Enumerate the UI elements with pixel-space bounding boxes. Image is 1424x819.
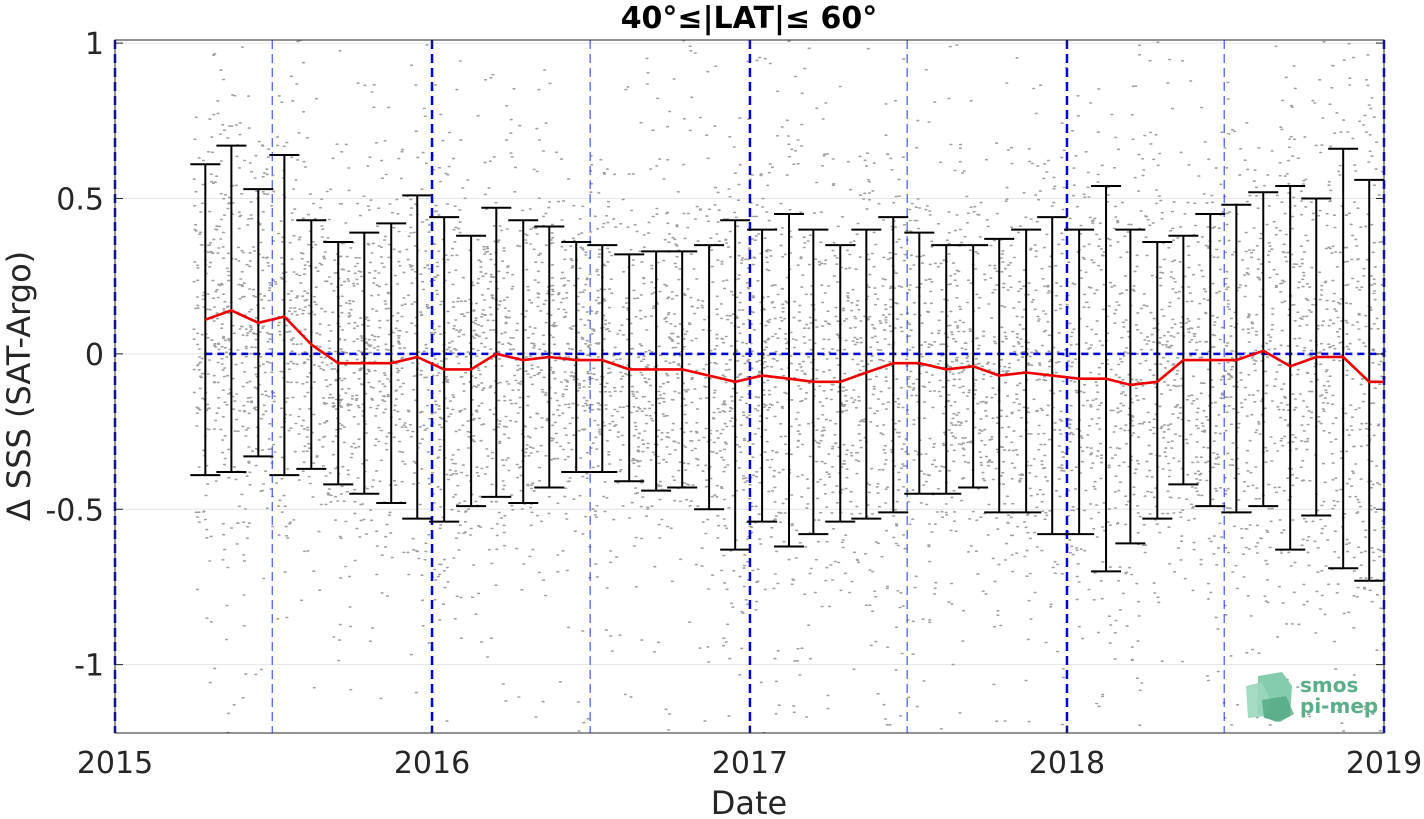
y-axis-title: Δ SSS (SAT-Argo)	[0, 251, 38, 521]
error-bar	[508, 219, 539, 505]
error-bar	[878, 216, 909, 514]
y-tick-label: 1	[85, 27, 104, 62]
error-bar	[1221, 203, 1252, 514]
x-axis-title: Date	[711, 784, 787, 819]
x-tick-label: 2016	[394, 746, 470, 781]
y-tick-label: -1	[74, 649, 104, 684]
error-bar	[561, 240, 592, 473]
error-bar	[851, 228, 882, 520]
smos-pimep-logo: smos pi-mep	[1246, 672, 1378, 722]
error-bar	[825, 244, 856, 523]
x-tick-label: 2019	[1346, 746, 1422, 781]
y-tick-label: 0	[85, 338, 104, 373]
logo-mark-icon	[1246, 672, 1294, 722]
error-bar	[774, 213, 805, 548]
y-axis: 1 0.5 0 -0.5 -1	[45, 27, 1384, 684]
mean-line	[204, 309, 1384, 387]
y-tick-label: 0.5	[56, 182, 104, 217]
error-bar	[1248, 191, 1279, 508]
x-axis: 2015 2016 2017 2018 2019	[77, 40, 1422, 781]
mean-line-group	[204, 309, 1384, 387]
error-bar	[216, 144, 247, 473]
x-tick-label: 2018	[1029, 746, 1105, 781]
error-bar	[694, 244, 725, 511]
x-tick-label: 2017	[712, 746, 788, 781]
error-bar	[481, 206, 512, 498]
error-bar	[1064, 228, 1095, 536]
error-bar	[720, 219, 751, 551]
error-bar	[641, 250, 672, 492]
x-tick-label: 2015	[77, 746, 153, 781]
error-bar	[269, 153, 300, 477]
error-bar	[1115, 228, 1146, 545]
y-tick-label: -0.5	[45, 493, 104, 528]
logo-line-1: smos	[1300, 673, 1358, 697]
error-bar	[587, 244, 618, 473]
error-bar	[1275, 185, 1306, 551]
error-bar	[614, 253, 645, 483]
error-bar	[1011, 228, 1042, 514]
chart-title: 40°≤|LAT|≤ 60°	[621, 1, 878, 36]
logo-line-2: pi-mep	[1300, 694, 1378, 718]
error-bar	[456, 234, 487, 508]
